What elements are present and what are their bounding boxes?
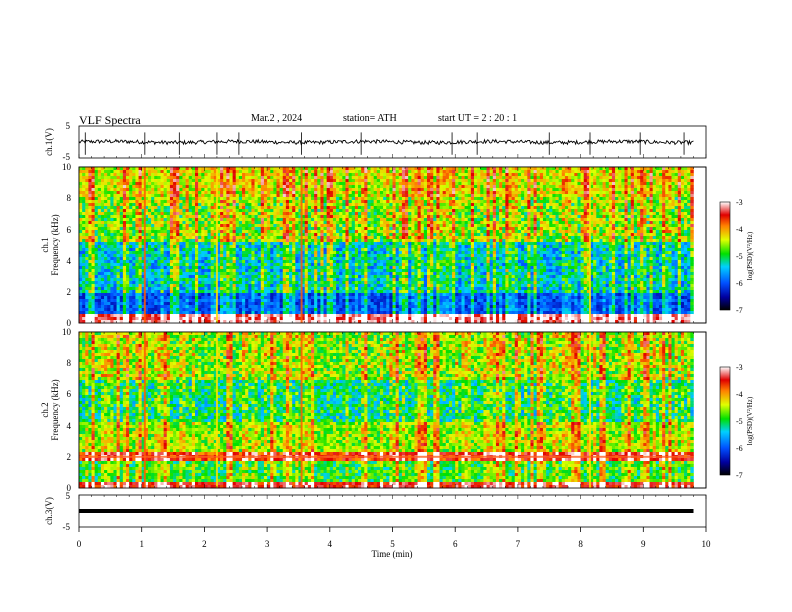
- ch2-colorbar-label: log(PSD)(V²/Hz): [746, 396, 754, 445]
- ch1-ylabel: ch.1(V): [44, 128, 54, 156]
- ch3-waveform-panel: 5 -5 ch.3(V): [44, 491, 706, 532]
- spectrogram-band: [79, 456, 693, 458]
- spectrogram-event-line: [589, 167, 591, 323]
- ch1-ylabel-line1: ch.1: [40, 237, 50, 252]
- ch2-ytick-8: 8: [67, 358, 72, 368]
- ch3-waveform-trace: [79, 509, 694, 513]
- ch1-ytick-8: 8: [67, 193, 72, 203]
- ch1-colorbar-label: log(PSD)(V²/Hz): [746, 231, 754, 280]
- ch1-ytick-2: 2: [67, 287, 72, 297]
- ch1-cb-tick-5: -5: [736, 252, 743, 261]
- x-axis-label: Time (min): [372, 549, 413, 559]
- ch1-ytick-top: 5: [66, 121, 71, 131]
- ch1-spectrogram-image: [79, 167, 694, 323]
- ch1-cb-tick-6: -6: [736, 279, 743, 288]
- ch1-cb-tick-4: -4: [736, 225, 743, 234]
- x-tick-label: 0: [77, 539, 82, 549]
- x-tick-label: 7: [516, 539, 521, 549]
- ch2-ytick-10: 10: [62, 327, 72, 337]
- ch1-cb-tick-7: -7: [736, 306, 743, 315]
- spectrogram-event-line: [216, 167, 218, 323]
- ch3-ytick-top: 5: [66, 491, 71, 501]
- ch3-ytick-bottom: -5: [63, 522, 71, 532]
- x-tick-label: 6: [453, 539, 458, 549]
- x-tick-label: 5: [390, 539, 395, 549]
- x-tick-label: 3: [265, 539, 270, 549]
- ch1-ytick-10: 10: [62, 162, 72, 172]
- ch2-ylabel-line1: ch.2: [40, 402, 50, 417]
- spectrogram-event-line: [301, 167, 303, 323]
- spectrogram-event-line: [216, 332, 218, 488]
- ch1-cb-tick-3: -3: [736, 198, 743, 207]
- ch2-spectrogram-image: [79, 332, 694, 488]
- ch2-ytick-4: 4: [67, 421, 72, 431]
- ch2-ytick-6: 6: [67, 389, 72, 399]
- ch1-ytick-4: 4: [67, 256, 72, 266]
- ch1-ytick-bottom: -5: [63, 152, 71, 162]
- ch2-cb-tick-4: -4: [736, 390, 743, 399]
- ch1-ylabel-line2: Frequency (kHz): [50, 214, 60, 275]
- ch1-yticks: 0 2 4 6 8 10: [62, 162, 72, 328]
- ch2-cb-tick-7: -7: [736, 471, 743, 480]
- ch2-cb-tick-6: -6: [736, 444, 743, 453]
- ch1-spectrogram-panel: 0 2 4 6 8 10 ch.1 Frequency (kHz): [40, 162, 706, 328]
- ch2-colorbar-scale: [720, 367, 730, 475]
- spectrogram-event-line: [144, 332, 146, 488]
- ch3-ylabel: ch.3(V): [44, 497, 54, 525]
- x-tick-label: 10: [702, 539, 712, 549]
- ch2-colorbar: -3 -4 -5 -6 -7 log(PSD)(V²/Hz): [720, 363, 754, 480]
- ch1-colorbar: -3 -4 -5 -6 -7 log(PSD)(V²/Hz): [720, 198, 754, 315]
- x-tick-label: 9: [641, 539, 646, 549]
- spectrogram-event-line: [589, 332, 591, 488]
- ch2-yticks: 0 2 4 6 8 10: [62, 327, 72, 493]
- ch2-ytick-2: 2: [67, 452, 72, 462]
- ch2-cb-tick-5: -5: [736, 417, 743, 426]
- spectrogram-event-line: [144, 167, 146, 323]
- x-tick-label: 1: [139, 539, 144, 549]
- spectrogram-event-line: [301, 332, 303, 488]
- x-tick-label: 2: [202, 539, 207, 549]
- ch1-ytick-6: 6: [67, 225, 72, 235]
- ch2-ylabel-line2: Frequency (kHz): [50, 379, 60, 440]
- ch2-cb-tick-3: -3: [736, 363, 743, 372]
- ch2-spectrogram-panel: 0 2 4 6 8 10 ch.2 Frequency (kHz): [40, 327, 706, 493]
- ch1-colorbar-scale: [720, 202, 730, 310]
- x-tick-label: 8: [578, 539, 583, 549]
- x-tick-label: 4: [328, 539, 333, 549]
- ch1-waveform-panel: 5 -5 ch.1(V): [44, 121, 706, 162]
